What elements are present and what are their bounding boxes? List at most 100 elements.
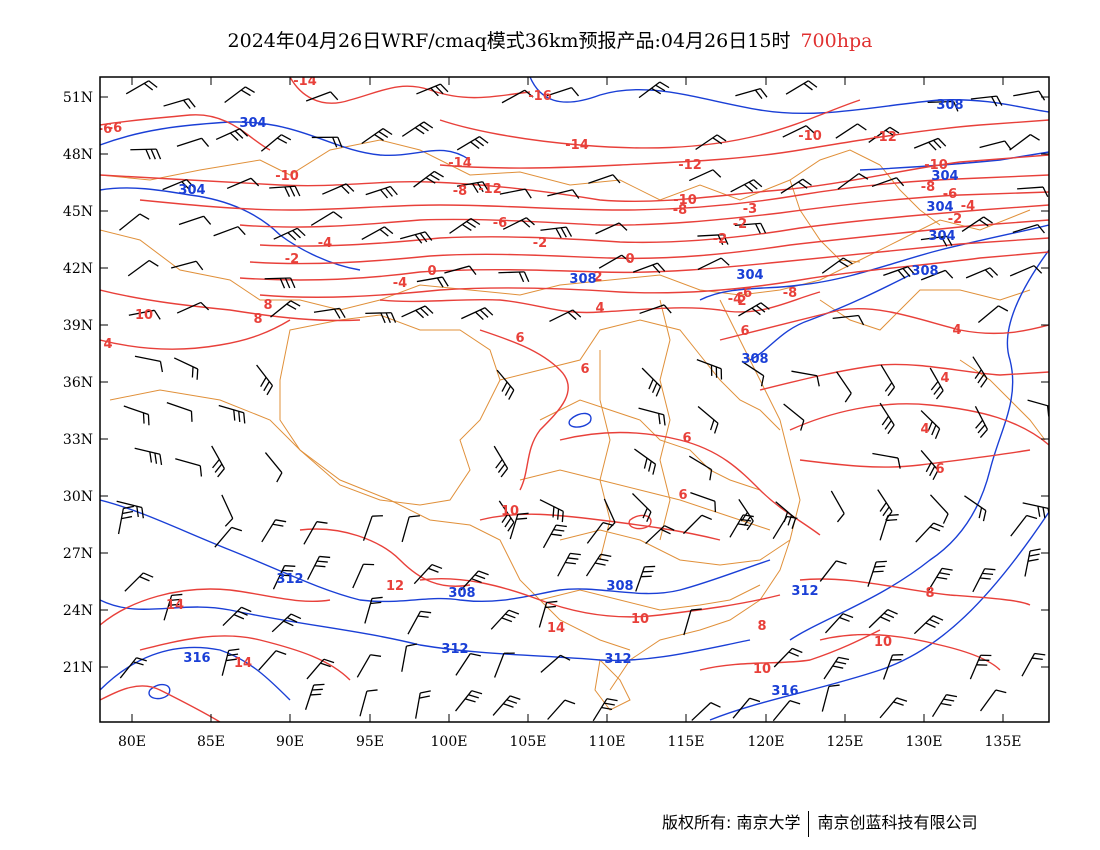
wind-barb — [1021, 652, 1046, 677]
temperature-label: -4 — [318, 236, 332, 251]
temperature-label: 4 — [940, 371, 949, 386]
wind-barb — [123, 405, 150, 426]
temperature-label: 8 — [925, 586, 934, 601]
wind-barb — [178, 215, 212, 226]
wind-barb — [256, 364, 274, 396]
height-label: 304 — [736, 268, 763, 283]
height-contour — [749, 274, 911, 361]
wind-barb — [603, 498, 616, 531]
wind-barb — [913, 137, 947, 151]
wind-barb — [509, 512, 529, 540]
wind-barb — [913, 615, 944, 635]
wind-barb — [1017, 186, 1049, 198]
wind-barb — [1012, 224, 1045, 234]
height-contour — [789, 249, 1049, 641]
wind-barb — [879, 697, 908, 719]
lon-tick-label: 125E — [827, 734, 864, 750]
wind-barb — [1027, 399, 1049, 417]
boundary-line — [819, 289, 1031, 331]
wind-barb — [303, 521, 328, 545]
wind-barb — [119, 657, 147, 679]
temperature-label: 10 — [631, 612, 649, 627]
wind-barb — [270, 300, 301, 318]
temperature-contour — [479, 513, 721, 541]
lon-tick-label: 105E — [510, 734, 547, 750]
wind-barb — [598, 254, 631, 269]
boundary-line — [594, 658, 631, 711]
wind-barb — [492, 695, 521, 716]
wind-barb — [163, 98, 196, 110]
wind-barb — [416, 276, 449, 288]
boundary-line — [279, 314, 501, 506]
temperature-label: -14 — [565, 138, 589, 153]
wind-barb — [868, 126, 900, 143]
lat-tick-label: 39N — [63, 318, 93, 334]
wind-barb — [413, 170, 444, 188]
footer: 版权所有: 南京大学 南京创蓝科技有限公司 — [662, 809, 978, 837]
lon-tick-label: 120E — [748, 734, 785, 750]
temperature-label: -14 — [448, 156, 472, 171]
wind-barb — [690, 492, 717, 513]
temperature-label: 8 — [263, 298, 272, 313]
wind-barb — [927, 100, 959, 112]
temperature-contour — [699, 629, 881, 671]
lat-tick-label: 27N — [63, 546, 93, 562]
wind-barb — [920, 235, 953, 247]
wind-barb — [498, 271, 530, 283]
temperature-contour — [259, 204, 1049, 247]
temperature-contour — [139, 174, 1049, 211]
wind-barb — [311, 136, 343, 148]
wind-barb — [791, 370, 820, 387]
wind-barb — [128, 309, 161, 320]
temperature-label: 12 — [386, 579, 404, 594]
temperature-label: -2 — [285, 252, 299, 267]
temperature-label: -12 — [678, 158, 702, 173]
height-label: 308 — [569, 272, 596, 287]
temperature-label: -10 — [673, 193, 697, 208]
height-labels: 304 304 308 304 304 304 308 308 304 308 312 308 312 3… — [178, 98, 963, 699]
temperature-contour — [289, 77, 531, 104]
temperature-label: -4 — [393, 276, 407, 291]
temperature-label: 6 — [682, 431, 691, 446]
lat-tick-label: 42N — [63, 261, 93, 277]
wind-barb — [171, 260, 204, 271]
wind-barb — [632, 493, 652, 522]
wind-barb — [400, 231, 433, 244]
wind-barb — [929, 367, 944, 400]
temperature-contour — [439, 99, 861, 149]
wind-barb — [117, 505, 135, 535]
temperature-label: 2 — [737, 294, 746, 309]
wind-barb — [547, 189, 580, 199]
temperature-label: 14 — [234, 656, 252, 671]
wind-barb — [585, 553, 612, 577]
wind-barb — [871, 177, 905, 188]
wind-barb — [772, 700, 801, 722]
temperature-label: 10 — [501, 504, 519, 519]
boundary-line — [609, 299, 801, 691]
wind-barb — [494, 652, 515, 678]
wind-barb — [272, 565, 296, 590]
wind-barb — [979, 140, 1012, 151]
wind-barb — [972, 568, 996, 593]
temperature-contour — [799, 449, 1031, 468]
wind-barb — [365, 312, 397, 324]
temperature-label: -12 — [873, 130, 897, 145]
wind-barb — [364, 596, 383, 624]
temperature-label: -6 — [493, 216, 507, 231]
wind-barb — [264, 452, 283, 483]
height-contour — [100, 121, 471, 161]
wind-barb — [821, 684, 840, 712]
wind-barb — [540, 654, 571, 673]
wind-barb — [696, 359, 723, 380]
wind-barb — [456, 181, 489, 194]
height-label: 308 — [448, 586, 475, 601]
wind-barb — [969, 654, 992, 680]
temperature-label: 10 — [135, 308, 153, 323]
wind-barb — [697, 405, 719, 434]
height-label: 312 — [604, 652, 631, 667]
wind-barb — [689, 169, 722, 182]
temperature-label: -6 — [738, 286, 752, 301]
temperature-contour — [239, 191, 1049, 228]
wind-barb — [365, 185, 398, 199]
wind-barb — [883, 266, 916, 279]
